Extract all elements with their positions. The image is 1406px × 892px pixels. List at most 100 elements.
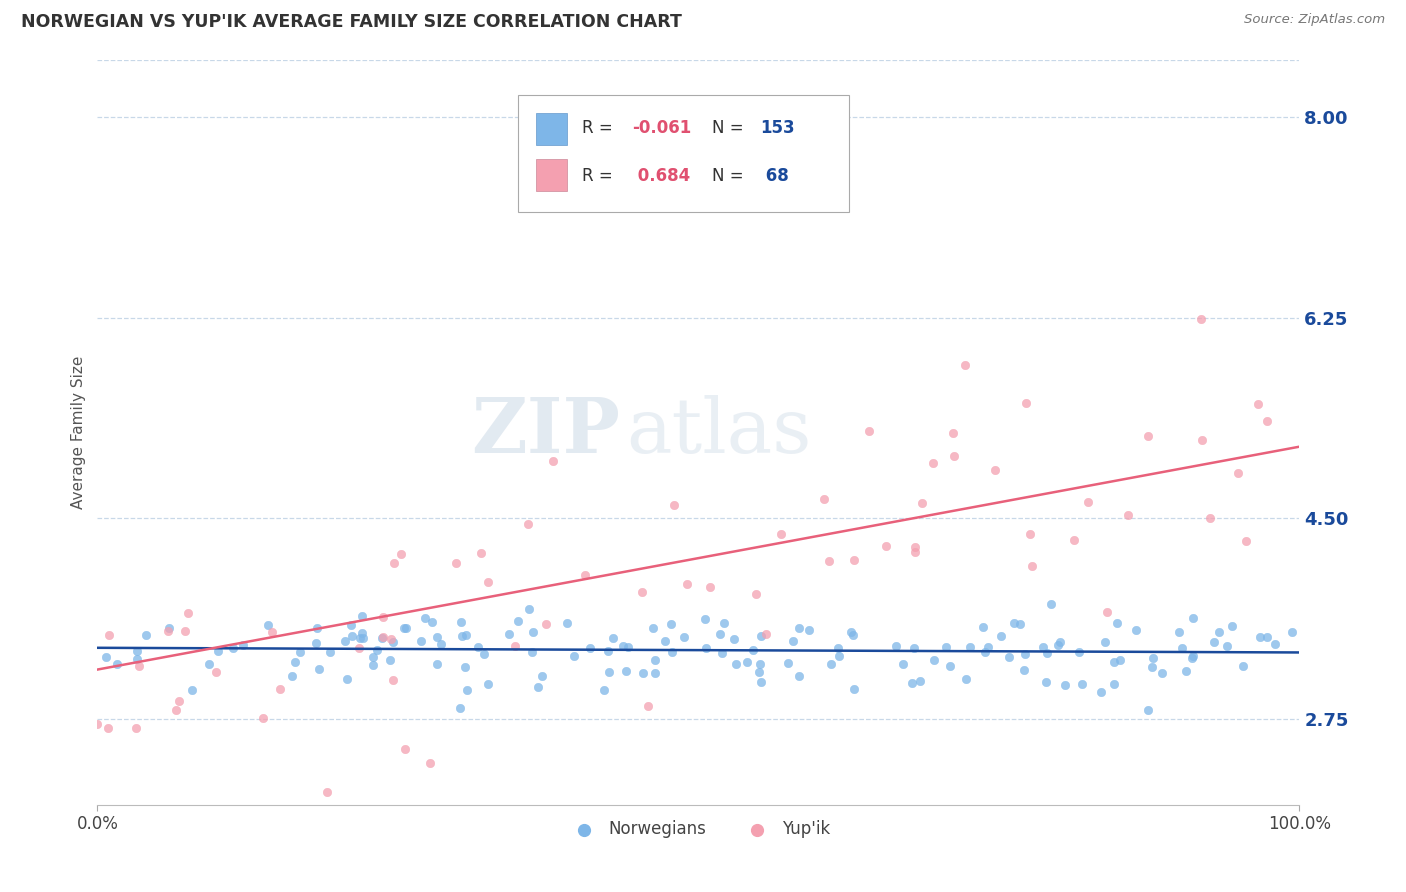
Point: [477, 575, 499, 590]
Point: [181, 682, 204, 697]
Point: [1032, 640, 1054, 655]
Point: [782, 633, 804, 648]
Bar: [536, 113, 568, 145]
Point: [1264, 637, 1286, 651]
Point: [470, 546, 492, 560]
Point: [522, 625, 544, 640]
Point: [972, 620, 994, 634]
Point: [644, 665, 666, 680]
Text: ZIP: ZIP: [471, 395, 620, 469]
Point: [1199, 511, 1222, 525]
Point: [1102, 676, 1125, 690]
Point: [430, 637, 453, 651]
Text: NORWEGIAN VS YUP'IK AVERAGE FAMILY SIZE CORRELATION CHART: NORWEGIAN VS YUP'IK AVERAGE FAMILY SIZE …: [21, 13, 682, 31]
Point: [444, 556, 467, 570]
Point: [107, 657, 129, 671]
Point: [1077, 495, 1099, 509]
Point: [942, 426, 965, 441]
Point: [86, 717, 108, 731]
Point: [797, 624, 820, 638]
Point: [207, 644, 229, 658]
Point: [1281, 625, 1303, 640]
Point: [371, 609, 394, 624]
Point: [787, 621, 810, 635]
Point: [654, 634, 676, 648]
Point: [602, 631, 624, 645]
Point: [959, 640, 981, 654]
Point: [391, 547, 413, 561]
Point: [173, 624, 195, 638]
Point: [371, 631, 394, 645]
Point: [818, 554, 841, 568]
Text: R =: R =: [582, 167, 613, 185]
Point: [1256, 413, 1278, 427]
Point: [631, 585, 654, 599]
Point: [426, 630, 449, 644]
Point: [1070, 677, 1092, 691]
Point: [1036, 646, 1059, 660]
Point: [820, 657, 842, 671]
Point: [555, 616, 578, 631]
Point: [695, 640, 717, 655]
Point: [598, 644, 620, 658]
Point: [1220, 619, 1243, 633]
Point: [974, 645, 997, 659]
Point: [1174, 664, 1197, 678]
Point: [288, 645, 311, 659]
Point: [1234, 533, 1257, 548]
Point: [562, 648, 585, 663]
Point: [942, 450, 965, 464]
Point: [167, 694, 190, 708]
Point: [269, 681, 291, 696]
Point: [755, 627, 778, 641]
Point: [1090, 684, 1112, 698]
Point: [394, 742, 416, 756]
Point: [858, 424, 880, 438]
Point: [128, 658, 150, 673]
Point: [205, 665, 228, 680]
Point: [456, 628, 478, 642]
Point: [922, 653, 945, 667]
Text: atlas: atlas: [626, 395, 811, 469]
Text: -0.061: -0.061: [633, 120, 692, 137]
Point: [1015, 396, 1038, 410]
Point: [643, 621, 665, 635]
Point: [875, 539, 897, 553]
Point: [939, 659, 962, 673]
Point: [467, 640, 489, 655]
Point: [770, 526, 793, 541]
Text: N =: N =: [711, 120, 744, 137]
Point: [1039, 598, 1062, 612]
Point: [382, 635, 405, 649]
Point: [1181, 651, 1204, 665]
Point: [737, 655, 759, 669]
Point: [911, 496, 934, 510]
Point: [366, 642, 388, 657]
Point: [749, 657, 772, 672]
Point: [517, 517, 540, 532]
Point: [260, 624, 283, 639]
Point: [392, 621, 415, 635]
Point: [1189, 312, 1212, 326]
Point: [745, 587, 768, 601]
Point: [751, 629, 773, 643]
Point: [413, 611, 436, 625]
Point: [1109, 653, 1132, 667]
Text: N =: N =: [711, 167, 744, 185]
Point: [315, 785, 337, 799]
Point: [1142, 660, 1164, 674]
Point: [1182, 648, 1205, 663]
Point: [903, 545, 925, 559]
Point: [472, 648, 495, 662]
Point: [664, 498, 686, 512]
Point: [676, 577, 699, 591]
Point: [336, 672, 359, 686]
Point: [1049, 635, 1071, 649]
Point: [1116, 508, 1139, 522]
Point: [842, 628, 865, 642]
Point: [382, 556, 405, 570]
Point: [1018, 527, 1040, 541]
Point: [456, 682, 478, 697]
Point: [349, 640, 371, 655]
Point: [352, 626, 374, 640]
